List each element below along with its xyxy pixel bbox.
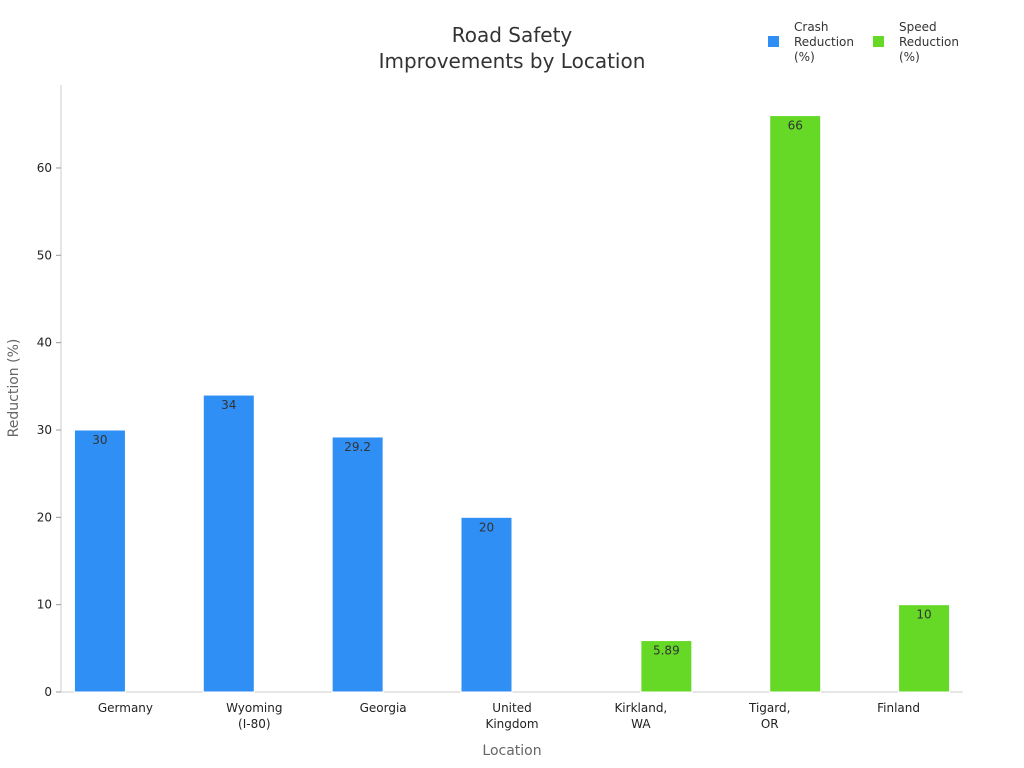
x-tick-label: United Kingdom: [485, 701, 538, 731]
y-tick-label: 20: [37, 510, 52, 524]
legend: Crash Reduction (%) Speed Reduction (%): [768, 20, 959, 64]
bar: [769, 115, 822, 693]
legend-swatch: [873, 36, 884, 47]
bar: [331, 436, 384, 693]
bar: [73, 429, 126, 693]
bar: [640, 640, 693, 693]
bar-value-label: 29.2: [344, 440, 371, 454]
y-tick-label: 50: [37, 248, 52, 262]
bars: [73, 115, 951, 693]
chart-title-text: Road Safety Improvements by Location: [379, 23, 646, 73]
legend-label: Crash Reduction (%): [794, 20, 854, 64]
data-labels: 30 34 29.2 20 5.89 66 10: [92, 119, 931, 658]
bar-value-label: 66: [788, 119, 803, 133]
y-tick-label: 60: [37, 161, 52, 175]
y-tick-label: 0: [44, 685, 52, 699]
x-tick-label: Georgia: [360, 701, 407, 715]
y-axis-title: Reduction (%): [6, 339, 22, 438]
axes: 0 10 20 30 40 50 60 Germany Wyoming (I-80) Georgia…: [6, 85, 963, 759]
y-tick-label: 40: [37, 336, 52, 350]
y-tick-label: 10: [37, 598, 52, 612]
bar-value-label: 5.89: [653, 644, 680, 658]
legend-label: Speed Reduction (%): [899, 20, 959, 64]
bar: [898, 604, 951, 693]
y-tick-label: 30: [37, 423, 52, 437]
x-tick-label: Germany: [98, 701, 153, 715]
bar-value-label: 30: [92, 433, 107, 447]
x-tick-label: Wyoming (I-80): [226, 701, 282, 731]
bar-value-label: 10: [916, 608, 931, 622]
x-tick-label: Finland: [877, 701, 920, 715]
legend-swatch: [768, 36, 779, 47]
chart-title: Road Safety Improvements by Location: [379, 23, 646, 73]
bar-value-label: 20: [479, 520, 494, 534]
x-tick-label: Tigard, OR: [748, 701, 790, 731]
bar: [460, 516, 513, 693]
x-tick-label: Kirkland, WA: [614, 701, 667, 731]
x-axis-title: Location: [482, 743, 541, 759]
bar: [202, 394, 255, 693]
bar-value-label: 34: [221, 398, 236, 412]
